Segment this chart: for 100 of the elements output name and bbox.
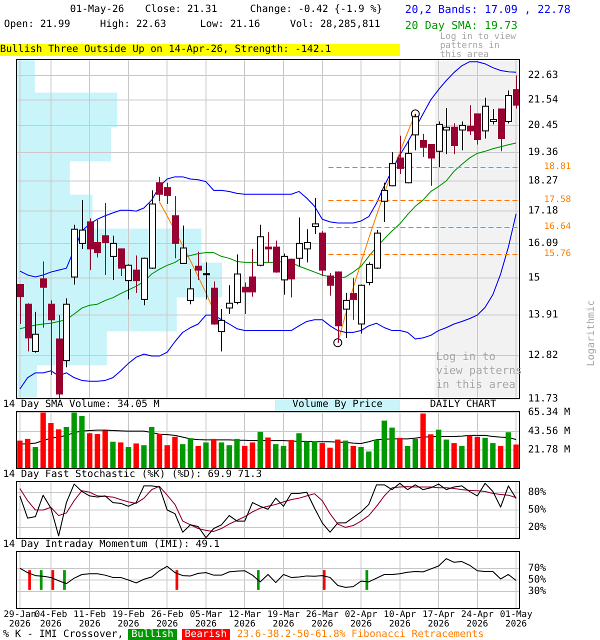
bar	[404, 446, 410, 469]
bar	[342, 440, 348, 469]
bar	[196, 446, 201, 469]
bar	[320, 443, 325, 469]
chart-title: 14 Day Fast Stochastic (%K) (%D): 69.9 71.3	[3, 469, 262, 481]
bar	[126, 447, 132, 469]
y-tick-label: 22.63	[528, 70, 558, 82]
y-tick-label: 80%	[528, 487, 546, 498]
bar	[296, 433, 302, 469]
bar	[164, 445, 170, 469]
text: 20,2 Bands: 17.09 , 22.78	[405, 3, 571, 17]
bar	[304, 441, 310, 469]
x-tick-label: 17-Apr 2026	[422, 610, 456, 630]
text: Bullish Three Outside Up on 14-Apr-26, Strength: -142.1	[0, 44, 400, 56]
y-tick-label: 18.27	[528, 175, 558, 186]
bar	[498, 446, 504, 469]
bar	[389, 428, 395, 469]
bar	[428, 434, 434, 469]
bar	[94, 434, 100, 469]
bar	[466, 435, 472, 469]
y-tick-label: 30%	[528, 586, 546, 598]
text: Bullish	[128, 629, 177, 640]
bar	[79, 416, 85, 469]
bar	[436, 430, 442, 469]
y-tick-label: 17.18	[528, 206, 558, 217]
y-tick-label: 21.54	[528, 94, 558, 106]
y-tick-label: 70%	[528, 562, 546, 574]
bar	[141, 445, 147, 469]
bar	[211, 438, 216, 469]
text: Open: 21.99	[4, 19, 70, 31]
bar	[40, 412, 46, 469]
y-tick-label: 20.45	[528, 120, 558, 131]
x-tick-label: 26-Mar 2026	[306, 610, 340, 630]
x-tick-label: 19-Feb 2026	[112, 610, 145, 630]
y-tick-label: 15	[528, 272, 540, 284]
bar	[474, 436, 480, 469]
x-tick-label: 02-Apr 2026	[344, 610, 378, 630]
bar	[48, 423, 54, 469]
bar	[188, 438, 194, 469]
x-tick-label: 11-Feb 2026	[73, 610, 106, 630]
text: 01-May-26	[70, 4, 124, 16]
bar	[32, 447, 38, 469]
x-tick-label: 05-Mar 2026	[190, 610, 223, 630]
bar	[451, 443, 457, 469]
ref-line-label: 16.64	[544, 222, 572, 232]
bar	[397, 438, 403, 469]
bar	[358, 447, 364, 469]
bar	[382, 420, 388, 469]
bar	[56, 429, 62, 469]
bar	[513, 444, 519, 469]
y-tick-label: 65.34 M	[528, 407, 570, 418]
y-tick-label: 19.36	[528, 146, 558, 158]
x-tick-label: 24-Apr 2026	[461, 610, 494, 630]
y-tick-label: 50%	[528, 574, 546, 586]
bar	[180, 444, 186, 469]
annotation: DAILY CHART	[430, 399, 496, 411]
bar	[366, 452, 372, 469]
legend-title: % K - IMI Crossover,	[3, 629, 124, 640]
bar	[444, 440, 450, 469]
bar	[374, 440, 380, 469]
ref-line-label: 15.76	[544, 248, 572, 259]
bar	[86, 433, 92, 469]
bar	[226, 445, 232, 469]
text: Bearish	[182, 629, 230, 640]
y-tick-label: 13.91	[528, 310, 558, 321]
y-tick-label: 20%	[528, 522, 546, 533]
chart-title: 14 Day Intraday Momentum (IMI): 49.1	[3, 539, 220, 551]
bar	[64, 426, 70, 469]
chart-title: 14 Day SMA Volume: 34.05 M	[3, 399, 160, 411]
x-tick-label: 10-Apr 2026	[384, 610, 417, 630]
bar	[156, 434, 162, 469]
text: Logarithmic	[586, 300, 598, 366]
bar	[258, 432, 263, 469]
text: 23.6-38.2-50-61.8% Fibonacci Retracements	[237, 629, 484, 640]
bar	[412, 438, 418, 469]
y-tick-label: 50%	[528, 504, 546, 516]
bar	[110, 442, 116, 469]
bar	[335, 440, 340, 469]
bar	[133, 443, 139, 469]
text: Low: 21.16	[200, 19, 260, 31]
y-tick-label: 16.09	[528, 238, 558, 249]
y-tick-label: 11.73	[528, 394, 558, 405]
text: Vol: 28,285,811	[290, 19, 380, 31]
bar	[459, 446, 465, 469]
bar	[71, 412, 77, 469]
bar	[506, 432, 512, 469]
text: 20 Day SMA: 19.73	[405, 19, 518, 32]
bar	[102, 430, 108, 469]
annotation: Log in to view patterns in this area	[440, 32, 517, 60]
text: Change: -0.42 {-1.9 %}	[250, 4, 382, 16]
text: Close: 21.31	[145, 4, 218, 16]
ref-line-label: 18.81	[544, 162, 572, 172]
bar	[273, 444, 278, 469]
bar	[420, 414, 426, 469]
annotation: Volume By Price	[275, 399, 400, 411]
bar	[24, 438, 30, 469]
y-tick-label: 12.82	[528, 350, 558, 361]
bar	[118, 442, 124, 469]
ref-line-label: 17.58	[544, 195, 572, 206]
bar	[17, 440, 23, 469]
